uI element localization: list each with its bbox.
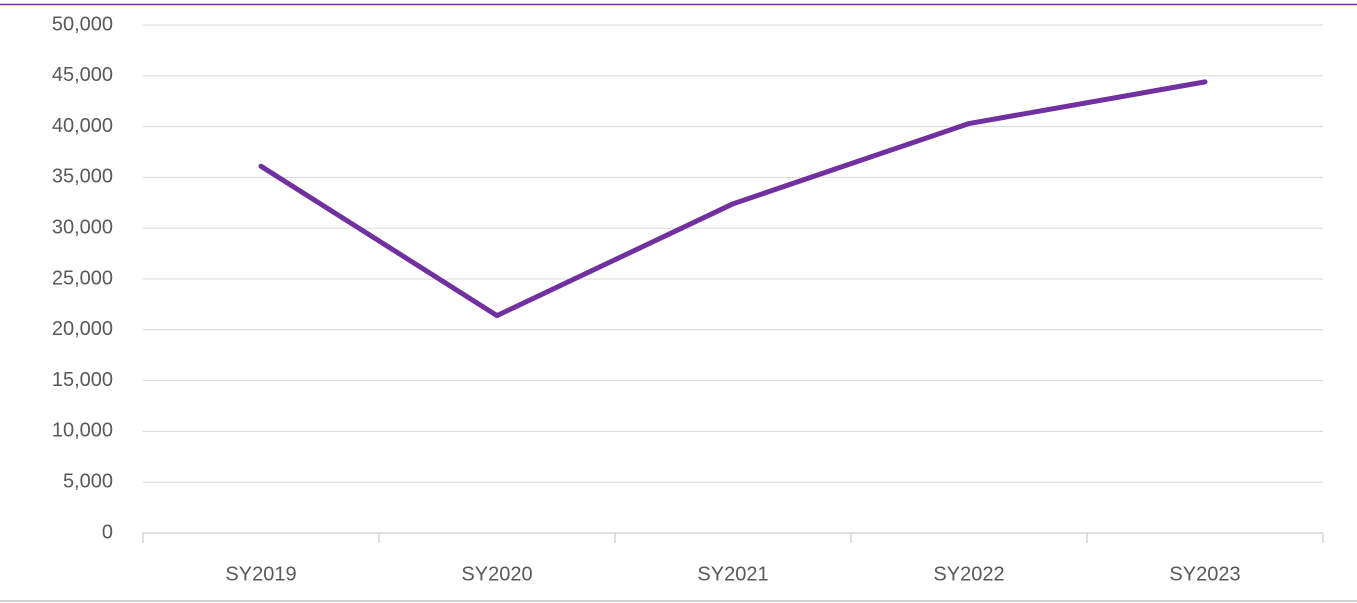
y-tick-label: 40,000: [52, 115, 113, 137]
y-tick-label: 15,000: [52, 369, 113, 391]
y-tick-label: 20,000: [52, 318, 113, 340]
y-tick-label: 30,000: [52, 216, 113, 238]
x-tick-label: SY2022: [933, 563, 1004, 585]
x-tick-label: SY2021: [697, 563, 768, 585]
y-tick-label: 45,000: [52, 64, 113, 86]
y-tick-label: 50,000: [52, 13, 113, 35]
y-tick-label: 35,000: [52, 166, 113, 188]
y-tick-label: 0: [102, 521, 113, 543]
x-tick-label: SY2020: [461, 563, 532, 585]
y-tick-label: 25,000: [52, 267, 113, 289]
series-line: [258, 79, 1208, 319]
y-tick-label: 10,000: [52, 420, 113, 442]
y-tick-label: 5,000: [63, 470, 113, 492]
x-tick-label: SY2023: [1169, 563, 1240, 585]
x-tick-label: SY2019: [225, 563, 296, 585]
